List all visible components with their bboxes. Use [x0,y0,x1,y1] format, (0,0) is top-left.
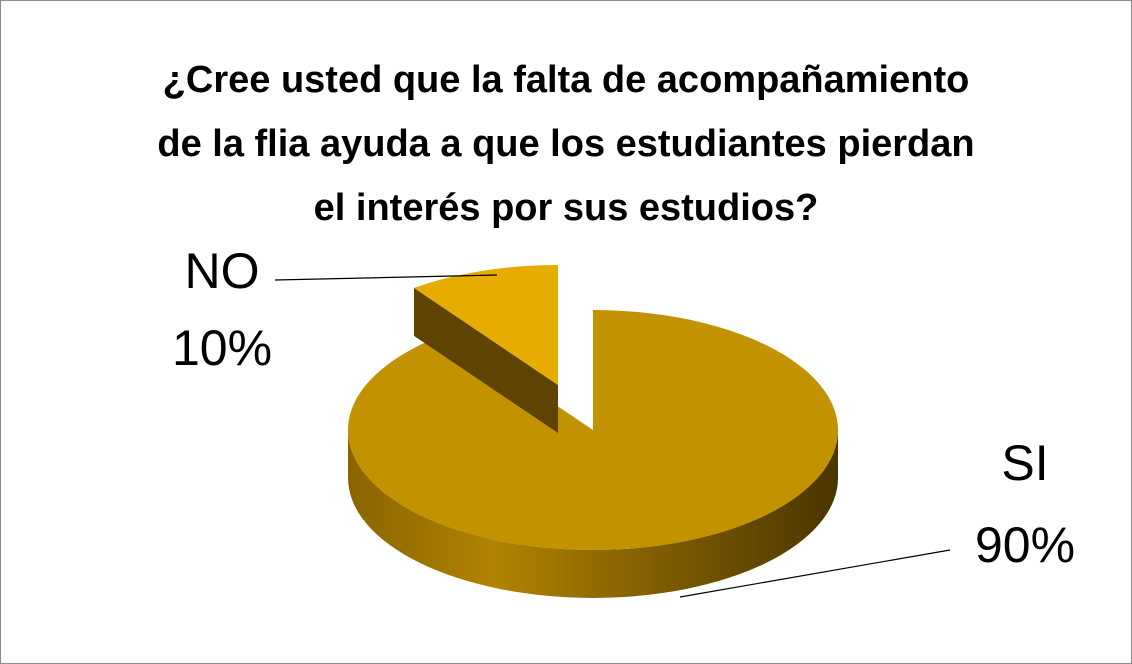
chart-title: ¿Cree usted que la falta de acompañamien… [157,59,975,229]
pie-slice [348,310,838,550]
category-label: NO [185,243,260,299]
pie-wall [413,287,558,433]
value-label: 10% [172,320,272,376]
pie-side [348,430,838,598]
category-label: SI [1001,435,1048,491]
leader-line [274,274,498,281]
leader-line [679,549,951,598]
value-label: 90% [975,517,1075,573]
pie-slice [413,265,558,385]
